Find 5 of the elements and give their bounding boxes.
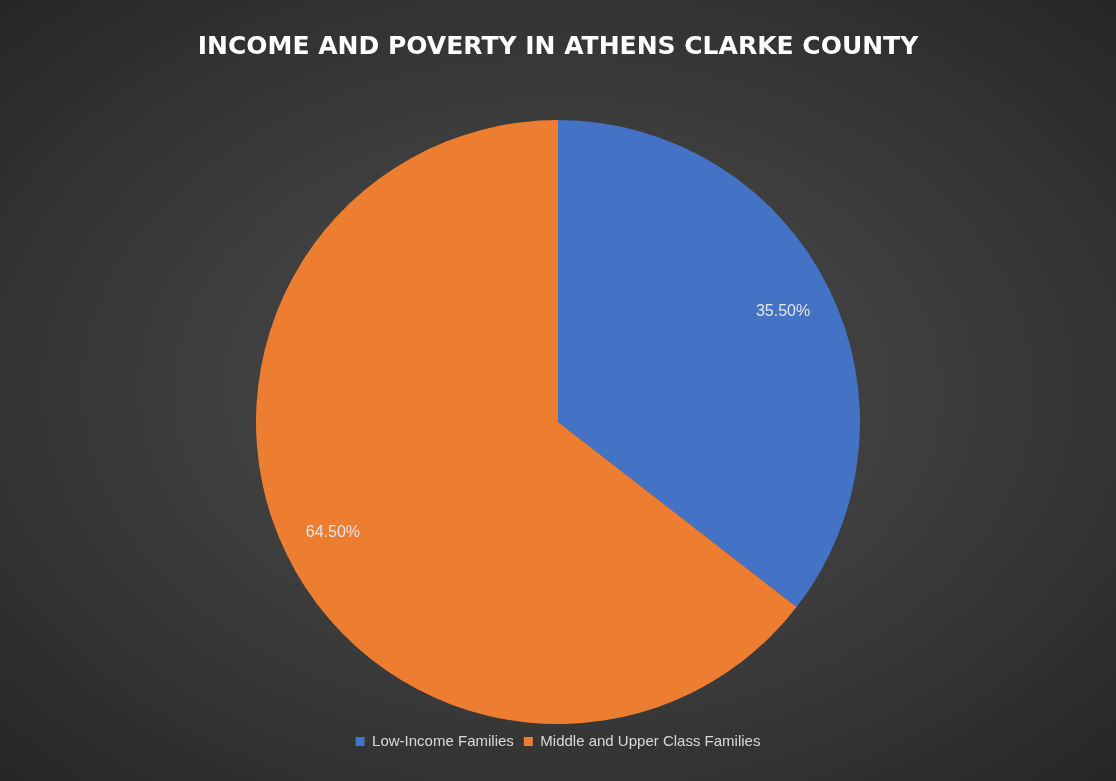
- legend-label: Middle and Upper Class Families: [540, 731, 761, 749]
- chart-title: INCOME AND POVERTY IN ATHENS CLARKE COUNTY: [197, 30, 920, 60]
- data-label: 64.50%: [305, 522, 361, 540]
- data-label: 35.50%: [755, 302, 811, 320]
- legend-label: Low-Income Families: [372, 731, 514, 749]
